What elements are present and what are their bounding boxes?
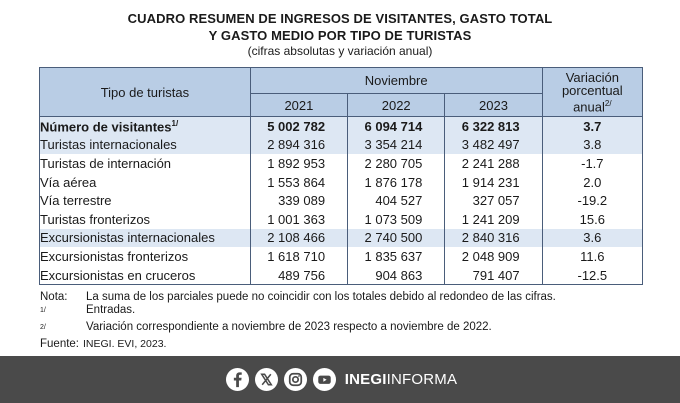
facebook-icon[interactable] [225, 368, 249, 391]
brand-bold: INEGI [344, 371, 387, 388]
table-row: Excursionistas en cruceros 489 756 904 8… [39, 265, 644, 286]
cell-2021: 2 894 316 [249, 135, 349, 155]
cell-2021: 5 002 782 [249, 115, 349, 136]
cell-2023: 6 322 813 [444, 115, 543, 136]
cell-2023: 2 241 288 [444, 154, 543, 173]
cell-2022: 6 094 714 [347, 115, 446, 136]
note-fuente: Fuente: INEGI. EVI, 2023. [40, 338, 556, 351]
header-variation-text: Variación porcentual anual [561, 69, 623, 115]
row-label: Número de visitantes1/ [39, 115, 251, 136]
note-nota: Nota: La suma de los parciales puede no … [40, 291, 556, 304]
table-row: Número de visitantes1/ 5 002 782 6 094 7… [39, 115, 644, 136]
title-block: Cuadro resumen de ingresos de visitantes… [0, 10, 680, 58]
table-row: Turistas de internación 1 892 953 2 280 … [39, 154, 644, 173]
title-line-2-text: y gasto medio por tipo de turistas [208, 28, 472, 43]
note-1: 1/ Entradas. [40, 304, 556, 321]
note-2-text: Variación correspondiente a noviembre de… [86, 320, 492, 333]
title-line-1-text: Cuadro resumen de ingresos de visitantes… [127, 11, 553, 26]
row-label: Excursionistas fronterizos [39, 247, 251, 266]
footer-bar: INEGIINFORMA [0, 356, 680, 403]
cell-2022: 1 876 178 [347, 172, 446, 192]
cell-2022: 3 354 214 [347, 135, 446, 155]
title-line-1: Cuadro resumen de ingresos de visitantes… [0, 10, 680, 27]
header-year-2023: 2023 [444, 93, 543, 117]
row-label: Excursionistas internacionales [39, 228, 251, 248]
cell-variation: -12.5 [541, 265, 644, 286]
row-label: Vía aérea [39, 172, 251, 192]
note-2: 2/ Variación correspondiente a noviembre… [40, 321, 556, 338]
cell-variation: -1.7 [541, 154, 644, 173]
cell-2022: 404 527 [347, 191, 446, 210]
instagram-icon[interactable] [283, 368, 307, 391]
cell-2022: 904 863 [347, 265, 446, 286]
row-label: Turistas de internación [39, 154, 251, 173]
table-row: Vía aérea 1 553 864 1 876 178 1 914 231 … [39, 172, 644, 192]
x-icon[interactable] [254, 368, 278, 391]
header-tipo: Tipo de turistas [39, 67, 251, 117]
table-row: Turistas fronterizos 1 001 363 1 073 509… [39, 209, 644, 229]
cell-2022: 2 280 705 [347, 154, 446, 173]
note-nota-text: La suma de los parciales puede no coinci… [86, 291, 556, 303]
note-nota-key: Nota: [40, 291, 68, 303]
cell-2023: 2 048 909 [444, 247, 543, 266]
row-label: Vía terrestre [39, 191, 251, 210]
cell-2023: 791 407 [444, 265, 543, 286]
cell-2023: 1 241 209 [444, 209, 543, 229]
note-1-key: 1/ [40, 304, 86, 321]
cell-variation: 2.0 [541, 172, 644, 192]
cell-2022: 2 740 500 [347, 228, 446, 248]
visitors-table: Tipo de turistas Noviembre Variación por… [39, 67, 644, 286]
note-1-text: Entradas. [86, 304, 136, 316]
row-label: Turistas internacionales [39, 135, 251, 155]
row-label-text: Número de visitantes [40, 118, 172, 134]
header-variation: Variación porcentual anual2/ [541, 67, 644, 117]
note-2-key: 2/ [40, 321, 86, 338]
cell-variation: 3.6 [541, 228, 644, 248]
cell-2023: 327 057 [444, 191, 543, 210]
brand-wordmark: INEGIINFORMA [345, 371, 457, 388]
table-row: Excursionistas internacionales 2 108 466… [39, 228, 644, 248]
note-1-key-sup: 1/ [40, 307, 46, 314]
cell-variation: 3.8 [541, 135, 644, 155]
youtube-icon[interactable] [312, 368, 336, 391]
header-period: Noviembre [249, 67, 543, 94]
note-fuente-key: Fuente: [40, 337, 79, 350]
cell-2021: 489 756 [249, 265, 349, 286]
row-label: Turistas fronterizos [39, 209, 251, 229]
brand-light: INFORMA [386, 371, 458, 388]
row-label-note: 1/ [171, 118, 179, 128]
cell-2023: 3 482 497 [444, 135, 543, 155]
table-row: Vía terrestre 339 089 404 527 327 057 -1… [39, 191, 644, 210]
title-line-2: y gasto medio por tipo de turistas [0, 27, 680, 44]
header-year-2022: 2022 [347, 93, 446, 117]
cell-variation: 11.6 [541, 247, 644, 266]
cell-2023: 1 914 231 [444, 172, 543, 192]
cell-2021: 1 618 710 [249, 247, 349, 266]
cell-2021: 2 108 466 [249, 228, 349, 248]
header-variation-note: 2/ [604, 98, 612, 108]
notes: Nota: La suma de los parciales puede no … [40, 291, 556, 351]
cell-2022: 1 073 509 [347, 209, 446, 229]
row-label: Excursionistas en cruceros [39, 265, 251, 286]
cell-2023: 2 840 316 [444, 228, 543, 248]
subtitle: (cifras absolutas y variación anual) [247, 44, 433, 58]
cell-variation: 3.7 [541, 115, 644, 136]
cell-2021: 1 892 953 [249, 154, 349, 173]
table-row: Turistas internacionales 2 894 316 3 354… [39, 135, 644, 155]
cell-2022: 1 835 637 [347, 247, 446, 266]
cell-2021: 1 001 363 [249, 209, 349, 229]
table-row: Excursionistas fronterizos 1 618 710 1 8… [39, 247, 644, 266]
note-fuente-text: INEGI. EVI, 2023. [83, 337, 167, 350]
note-2-key-sup: 2/ [40, 323, 46, 331]
cell-2021: 339 089 [249, 191, 349, 210]
header-year-2021: 2021 [249, 93, 349, 117]
cell-2021: 1 553 864 [249, 172, 349, 192]
cell-variation: -19.2 [541, 191, 644, 210]
cell-variation: 15.6 [541, 209, 644, 229]
